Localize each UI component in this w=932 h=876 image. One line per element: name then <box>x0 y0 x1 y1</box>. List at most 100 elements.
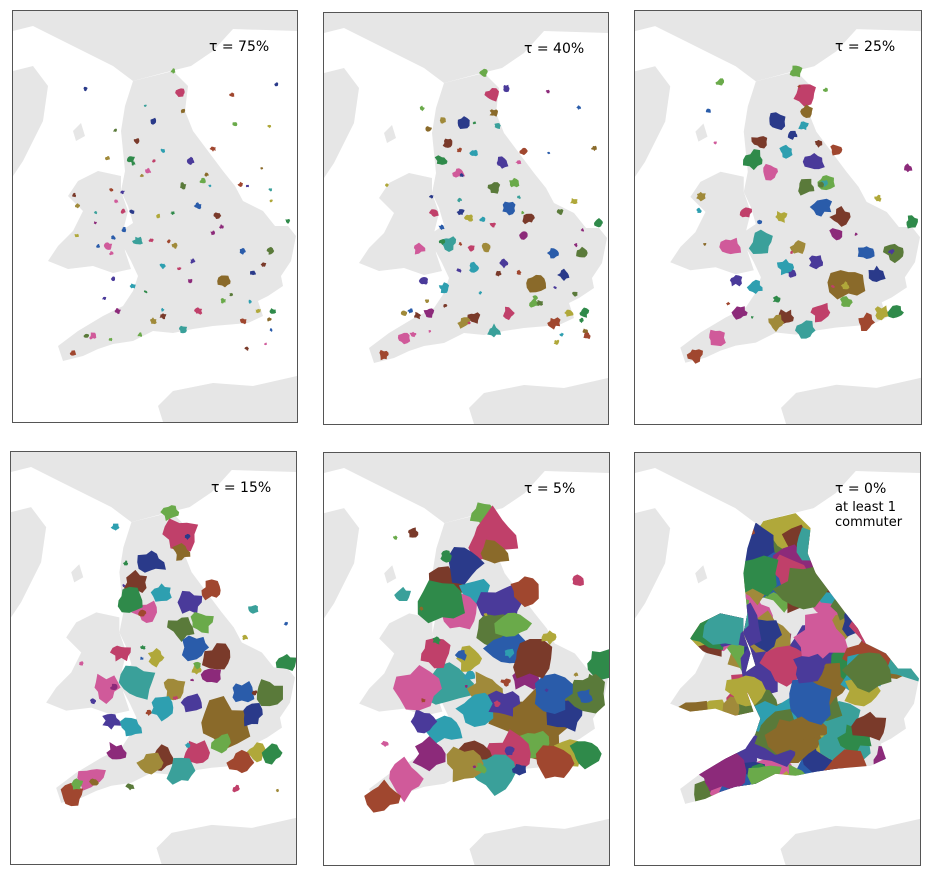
commuting-region <box>798 178 815 196</box>
commuting-region <box>448 547 485 585</box>
commuting-region <box>515 160 522 165</box>
tau-label: τ = 0% <box>835 481 887 497</box>
map-england-wales <box>635 11 921 424</box>
commuting-region <box>103 242 113 250</box>
commuting-region <box>190 258 196 264</box>
commuting-region <box>251 690 258 696</box>
commuting-region <box>150 317 157 325</box>
commuting-region <box>776 258 795 276</box>
commuting-region <box>502 201 516 216</box>
commuting-region <box>888 248 895 255</box>
commuting-region <box>787 130 798 140</box>
commuting-region <box>456 209 465 216</box>
commuting-region <box>547 317 561 330</box>
commuting-region <box>877 782 919 804</box>
commuting-region <box>857 246 875 260</box>
commuting-region <box>489 222 496 228</box>
commuting-region <box>379 349 389 361</box>
commuting-region <box>788 269 797 278</box>
commuting-region <box>229 292 234 297</box>
commuting-region <box>478 290 482 295</box>
commuting-region <box>175 88 185 97</box>
commuting-region <box>71 778 84 790</box>
commuting-region <box>591 145 597 152</box>
commuting-region <box>840 281 850 290</box>
commuting-region <box>267 317 272 322</box>
commuting-regions <box>364 502 609 813</box>
commuting-region <box>159 313 167 320</box>
commuting-region <box>114 308 121 315</box>
commuting-region <box>504 648 515 659</box>
scotland-landmass <box>324 453 609 524</box>
commuting-region <box>199 177 206 184</box>
commuting-region <box>759 644 808 687</box>
commuting-region <box>428 209 439 217</box>
commuting-region <box>106 742 127 760</box>
commuting-region <box>503 84 510 93</box>
map-panel-tau-5: τ = 5% <box>323 452 610 866</box>
commuting-regions <box>686 65 918 364</box>
commuting-region <box>392 535 398 540</box>
commuting-region <box>829 228 843 241</box>
commuting-region <box>446 746 484 783</box>
commuting-region <box>713 141 717 145</box>
commuting-region <box>213 212 222 219</box>
commuting-region <box>83 333 89 338</box>
commuting-region <box>120 208 126 214</box>
commuting-region <box>394 586 412 602</box>
commuting-region <box>696 207 702 213</box>
commuting-region <box>467 245 475 252</box>
commuting-region <box>572 574 584 587</box>
commuting-region <box>217 275 231 288</box>
commuting-region <box>161 307 165 312</box>
wales-landmass <box>359 173 442 275</box>
commuting-region <box>838 767 898 804</box>
commuting-region <box>438 282 450 294</box>
commuting-region <box>487 323 502 338</box>
commuting-region <box>564 309 574 317</box>
commuting-region <box>237 181 243 187</box>
commuting-regions <box>670 513 919 804</box>
commuting-region <box>150 583 172 602</box>
commuting-region <box>184 742 191 748</box>
commuting-region <box>242 634 249 641</box>
commuting-region <box>109 188 114 192</box>
commuting-region <box>494 612 533 637</box>
commuting-region <box>170 211 175 215</box>
commuting-region <box>553 286 557 290</box>
commuting-region <box>516 269 522 275</box>
commuting-region <box>122 583 126 588</box>
commuting-region <box>150 696 174 722</box>
commuting-region <box>817 181 825 188</box>
commuting-region <box>442 138 453 148</box>
commuting-region <box>519 147 528 156</box>
commuting-region <box>114 199 119 204</box>
commuting-region <box>536 299 543 306</box>
commuting-region <box>854 232 858 236</box>
tau-label: τ = 40% <box>524 41 585 57</box>
commuting-region <box>469 261 480 273</box>
commuting-region <box>120 190 125 195</box>
commuting-region <box>131 161 136 166</box>
commuting-region <box>808 255 824 270</box>
commuting-region <box>434 155 448 165</box>
commuting-region <box>779 144 793 159</box>
commuting-region <box>751 315 754 319</box>
commuting-region <box>148 238 154 243</box>
commuting-region <box>866 531 913 567</box>
commuting-region <box>456 268 462 273</box>
commuting-region <box>559 332 564 337</box>
commuting-region <box>410 709 438 734</box>
commuting-region <box>772 565 829 610</box>
commuting-region <box>696 191 706 202</box>
commuting-region <box>458 242 463 246</box>
commuting-region <box>201 579 221 601</box>
commuting-region <box>757 219 763 225</box>
england-landmass <box>58 71 296 361</box>
commuting-region <box>846 563 874 589</box>
france-landmass <box>156 817 296 864</box>
note-line-1: at least 1 <box>835 500 897 515</box>
commuting-region <box>274 82 279 87</box>
commuting-region <box>167 617 195 643</box>
commuting-region <box>210 733 231 754</box>
